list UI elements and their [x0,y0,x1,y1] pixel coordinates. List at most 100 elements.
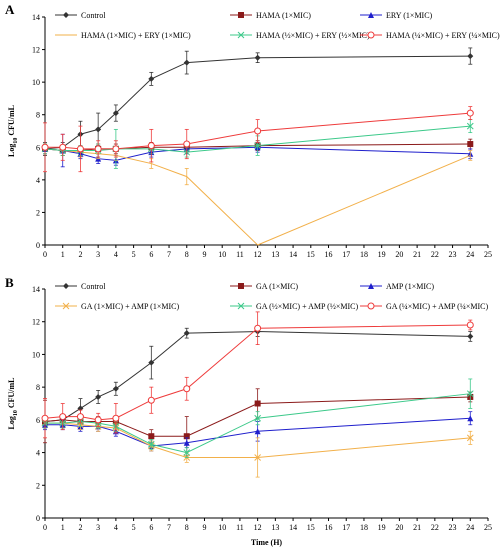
x-tick-label: 0 [43,250,47,259]
x-tick-label: 20 [395,523,403,532]
legend-marker [63,12,69,18]
y-tick-label: 10 [32,350,40,359]
data-point [466,390,474,398]
x-tick-label: 22 [431,523,439,532]
data-point [112,145,120,153]
legend-label: Control [81,11,106,20]
y-tick-label: 12 [32,46,40,55]
data-point [183,449,191,456]
y-tick-label: 6 [36,416,40,425]
y-tick-label: 8 [36,111,40,120]
x-tick-label: 6 [149,523,153,532]
x-tick-label: 0 [43,523,47,532]
legend-label: HAMA (¼×MIC) + ERY (¼×MIC) [386,31,500,40]
panel-letter: B [5,275,14,290]
legend: Control GA (1×MIC) AMP (1×MIC) GA (1×MIC) +… [55,282,488,311]
data-point [183,140,191,148]
data-point [467,415,474,422]
legend-marker [368,12,374,18]
data-point [76,145,84,153]
x-tick-label: 18 [360,250,368,259]
data-point [183,439,190,446]
x-tick-label: 13 [271,250,279,259]
data-point [254,454,261,461]
y-tick-label: 2 [36,481,40,490]
x-tick-label: 17 [342,250,350,259]
x-tick-label: 8 [185,250,189,259]
legend-marker [63,283,69,289]
data-point [254,414,261,422]
y-tick-label: 0 [36,514,40,523]
series-line [44,148,471,246]
data-point [95,393,102,400]
x-tick-label: 12 [254,523,262,532]
data-point [254,400,261,407]
data-point [254,428,261,435]
legend-label: ERY (1×MIC) [386,11,433,20]
data-point [95,126,102,133]
legend-marker [238,12,244,18]
legend-label: GA (1×MIC) + AMP (1×MIC) [81,302,179,311]
data-point [94,145,102,153]
x-tick-label: 1 [61,250,65,259]
data-point [112,414,120,422]
x-tick-label: 25 [484,523,492,532]
x-tick-label: 7 [167,523,171,532]
data-point [183,330,190,337]
data-point [467,333,474,340]
x-axis-title: Time (H) [251,538,283,547]
data-point [183,433,190,440]
series-5 [41,311,474,439]
data-point [147,142,155,150]
legend-marker [62,302,70,310]
x-tick-label: 13 [271,523,279,532]
data-point [147,396,155,404]
x-tick-label: 10 [218,523,226,532]
x-tick-label: 23 [449,250,457,259]
data-point [41,143,49,151]
x-tick-label: 19 [378,250,386,259]
data-point [466,434,474,442]
data-point [76,413,84,421]
x-tick-label: 23 [449,523,457,532]
x-tick-label: 9 [202,250,206,259]
y-tick-label: 4 [36,449,40,458]
x-tick-label: 9 [202,523,206,532]
x-tick-label: 12 [254,250,262,259]
x-tick-label: 14 [289,250,297,259]
legend-label: AMP (1×MIC) [386,282,434,291]
x-tick-label: 3 [96,250,100,259]
legend-marker [237,302,245,310]
x-tick-label: 11 [236,250,244,259]
data-point [148,359,155,366]
legend-label: GA (¼×MIC) + AMP (¼×MIC) [386,302,488,311]
x-tick-label: 16 [325,523,333,532]
legend-marker [368,283,374,289]
y-tick-label: 0 [36,241,40,250]
x-tick-label: 11 [236,523,244,532]
data-point [41,414,49,422]
data-point [467,141,474,148]
x-tick-label: 6 [149,250,153,259]
x-tick-label: 4 [114,523,118,532]
y-tick-label: 10 [32,78,40,87]
data-point [466,321,474,329]
x-tick-label: 24 [466,250,474,259]
x-tick-label: 18 [360,523,368,532]
data-point [254,54,261,61]
x-tick-label: 25 [484,250,492,259]
x-tick-label: 24 [466,523,474,532]
y-tick-label: 8 [36,383,40,392]
data-point [254,142,261,150]
x-tick-label: 7 [167,250,171,259]
data-point [466,122,474,130]
data-point [59,413,67,421]
x-tick-label: 15 [307,523,315,532]
y-tick-label: 4 [36,176,40,185]
data-point [466,109,474,117]
data-point [254,324,262,332]
y-tick-label: 2 [36,208,40,217]
